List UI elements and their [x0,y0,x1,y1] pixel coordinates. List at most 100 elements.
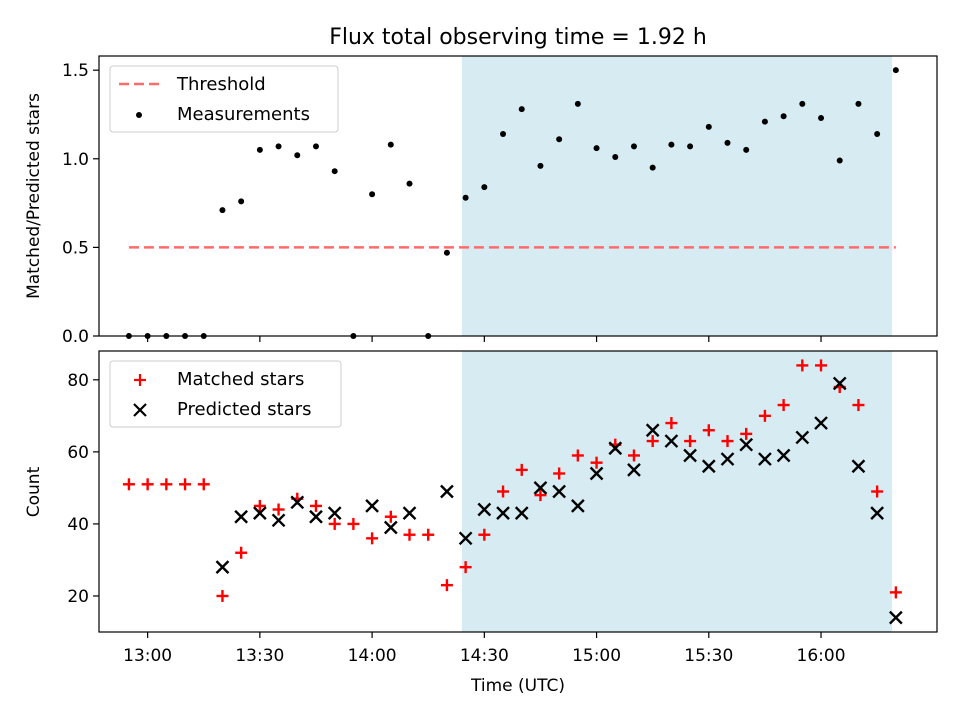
measurement-point [724,139,731,146]
matched-star-point [197,478,210,491]
matched-star-point [235,546,248,559]
matched-star-point [366,532,379,545]
matched-star-point [384,510,397,523]
matched-star-point [253,499,266,512]
measurement-point [855,100,862,107]
measurement-point [481,184,488,191]
matched-star-point [665,417,678,430]
top-x-ticks [147,336,822,342]
measurement-point [256,146,263,153]
predicted-star-point [533,481,548,495]
top-plot-frame [98,55,938,337]
predicted-star-point [271,513,286,528]
matched-star-point [702,424,715,437]
x-tick-label: 13:30 [235,646,284,666]
count-points [122,359,903,625]
measurement-points [125,67,899,339]
matched-star-point [497,485,510,498]
matched-star-point [871,485,884,498]
measurement-point [874,130,881,137]
predicted-star-point [253,506,267,520]
predicted-star-point [309,509,323,524]
measurement-point [780,113,787,120]
predicted-star-point [477,502,492,517]
bottom-plot-frame [98,350,938,633]
matched-star-point [721,435,734,448]
predicted-star-point [645,423,660,438]
y-tick-label: 20 [67,587,89,607]
legend-matched-label: Matched stars [177,369,304,390]
predicted-star-point [215,560,230,575]
bottom-x-ticks: 13:00 13:30 14:00 14:30 15:00 15:30 16:00 [123,632,846,666]
x-axis-label: Time (UTC) [470,676,565,696]
predicted-star-point [870,506,884,520]
matched-star-point [590,456,603,469]
x-tick-label: 15:30 [684,646,733,666]
matched-star-point [216,589,229,602]
bottom-y-ticks: 20 40 60 80 [67,371,99,607]
predicted-star-point [888,610,903,625]
predicted-star-point [440,484,454,499]
measurement-point [312,143,319,150]
predicted-star-point [552,484,567,499]
y-tick-label: 80 [67,371,89,391]
matched-star-point [684,435,697,448]
predicted-star-point [683,448,697,463]
y-tick-label: 1.5 [62,61,89,81]
top-shaded-span [461,56,893,336]
measurement-point [630,143,637,150]
measurement-point [649,164,656,171]
measurement-point [743,146,750,153]
matched-star-point [422,528,435,541]
predicted-star-point [795,430,810,445]
legend-threshold-label: Threshold [176,74,266,95]
matched-star-point [141,478,154,491]
matched-star-point [309,499,322,512]
measurement-point [500,130,507,137]
matched-star-point [571,449,584,462]
matched-star-point [272,503,285,516]
legend-matched-swatch [134,374,146,386]
predicted-star-point [514,506,529,520]
matched-star-point [777,399,790,412]
predicted-star-point [664,434,679,448]
top-panel: 0.0 0.5 1.0 1.5 Threshold Measurements [62,55,938,347]
matched-star-point [796,359,809,372]
measurement-point [818,115,825,122]
x-tick-label: 13:00 [123,646,172,666]
matched-star-point [328,517,341,530]
matched-star-point [440,579,453,592]
top-y-ticks: 0.0 0.5 1.0 1.5 [62,61,99,347]
y-tick-label: 0.5 [62,238,89,258]
matched-star-point [160,478,173,491]
matched-star-point [515,463,528,476]
matched-star-point [852,399,865,412]
x-tick-label: 14:00 [348,646,397,666]
matched-star-point [179,478,192,491]
measurement-point [668,141,675,148]
matched-star-point [459,561,472,574]
measurement-point [238,198,245,205]
x-tick-label: 16:00 [797,646,846,666]
legend-predicted-label: Predicted stars [177,399,311,420]
measurement-point [574,100,581,107]
predicted-star-point [814,416,828,430]
predicted-star-point [402,506,417,520]
measurement-point [462,194,469,201]
measurement-point [799,100,806,107]
measurement-point [537,162,544,169]
predicted-star-point [234,509,249,524]
legend-predicted-swatch [133,403,147,417]
matched-star-point [758,409,771,422]
matched-star-point [815,359,828,372]
predicted-star-point [701,459,716,474]
predicted-star-point [720,452,735,466]
matched-star-point [646,435,659,448]
measurement-point [443,249,450,256]
top-legend: Threshold Measurements [109,65,339,133]
measurement-point [406,180,413,187]
measurement-point [761,118,768,125]
legend-measurements-label: Measurements [177,104,310,125]
measurement-point [369,191,376,198]
